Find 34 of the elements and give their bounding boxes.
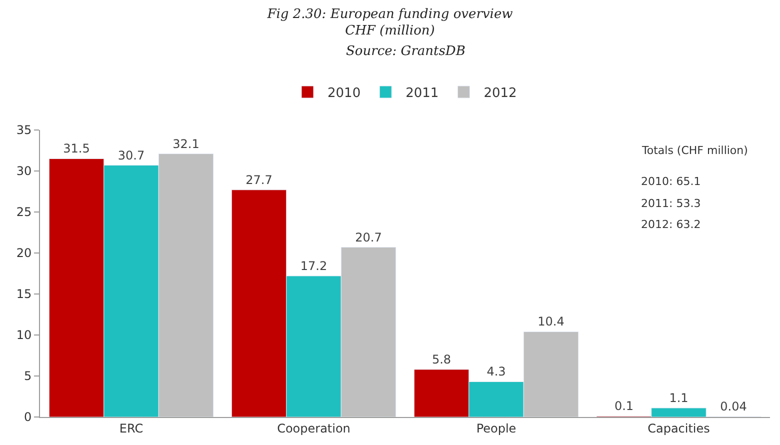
y-tick-label: 20 <box>16 246 32 260</box>
annotation: 2012: 63.2 <box>641 218 701 231</box>
y-tick-label: 15 <box>16 287 32 302</box>
data-label: 31.5 <box>63 142 90 156</box>
y-tick-label: 0 <box>24 410 32 424</box>
data-label: 0.1 <box>614 399 634 414</box>
y-tick-label: 25 <box>16 205 32 220</box>
y-tick-label: 10 <box>16 328 32 342</box>
data-label: 5.8 <box>432 352 452 366</box>
data-label: 17.2 <box>300 258 328 273</box>
x-tick-label: People <box>476 421 516 436</box>
data-label: 10.4 <box>538 314 564 329</box>
legend-label: 2012 <box>484 86 517 102</box>
annotation: 2010: 65.1 <box>641 175 701 188</box>
x-tick-label: Cooperation <box>277 421 350 436</box>
x-tick-label: ERC <box>119 421 144 436</box>
legend-label: 2011 <box>406 86 439 102</box>
legend-label: 2010 <box>328 86 361 102</box>
data-label: 27.7 <box>246 172 272 187</box>
chart-subtitle: CHF (million) <box>345 24 435 39</box>
data-label: 1.1 <box>669 390 688 405</box>
y-tick-label: 35 <box>16 123 32 138</box>
y-tick-label: 30 <box>16 164 32 178</box>
annotation: Totals (CHF million) <box>641 144 748 157</box>
source-note: Source: GrantsDB <box>346 44 466 59</box>
y-tick-label: 5 <box>24 369 32 384</box>
data-label: 0.04 <box>720 400 747 414</box>
annotation: 2011: 53.3 <box>641 197 701 210</box>
x-tick-label: Capacities <box>648 421 710 436</box>
data-label: 32.1 <box>172 136 200 151</box>
data-label: 20.7 <box>355 230 382 244</box>
chart-title: Fig 2.30: European funding overview <box>266 6 513 22</box>
data-label: 4.3 <box>486 364 506 379</box>
data-label: 30.7 <box>118 148 145 162</box>
